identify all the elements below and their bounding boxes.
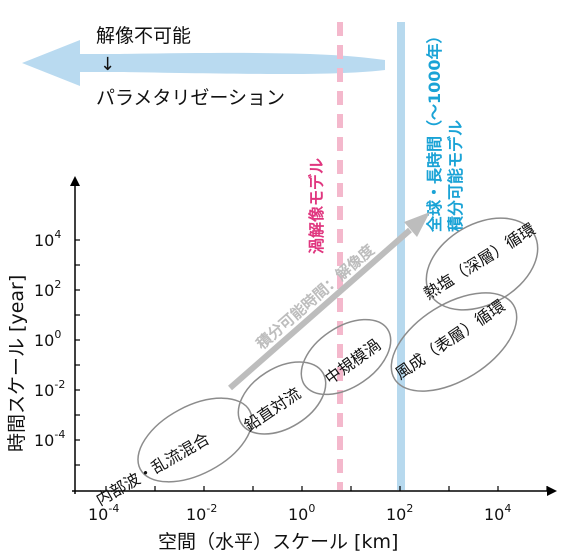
- x-tick-marks: [105, 486, 548, 491]
- x-tick-label: 10-4: [88, 502, 119, 524]
- global-model-label-1: 全球・長時間（〜1000年）: [425, 27, 444, 233]
- global-model-label-2: 積分可能モデル: [446, 120, 465, 233]
- parameterization-label: パラメタリゼーション: [96, 87, 285, 109]
- integration-time-label: 積分可能時間：解像度: [252, 240, 379, 353]
- unresolvable-label: 解像不可能: [96, 25, 191, 47]
- wind-driven-circulation-ellipse: [390, 292, 518, 392]
- x-tick-label: 104: [484, 502, 511, 524]
- y-axis-title: 時間スケール [year]: [6, 275, 28, 452]
- x-tick-labels: 10-4 10-2 100 102 104: [88, 502, 511, 524]
- y-tick-label: 10-4: [34, 428, 65, 450]
- down-arrow-icon: ↓: [100, 54, 115, 75]
- integration-time-arrowhead: [404, 212, 430, 237]
- mesoscale-eddy-ellipse: [300, 318, 392, 396]
- convection-ellipse: [237, 361, 327, 435]
- internal-wave-label: 内部波・乱流混合: [93, 429, 213, 509]
- internal-wave-ellipse: [137, 397, 253, 483]
- integration-time-arrow: [228, 227, 412, 391]
- wind-driven-circulation-label: 風成（表層）循環: [392, 296, 509, 383]
- x-axis-title: 空間（水平）スケール [km]: [158, 531, 398, 553]
- eddy-resolving-label: 渦解像モデル: [307, 158, 326, 254]
- y-tick-label: 102: [34, 278, 61, 300]
- y-tick-label: 100: [34, 328, 61, 350]
- y-tick-marks: [75, 239, 80, 466]
- x-tick-label: 100: [288, 502, 315, 524]
- y-tick-label: 10-2: [34, 378, 65, 400]
- mesoscale-eddy-label: 中規模渦: [321, 335, 384, 388]
- x-tick-label: 10-2: [186, 502, 217, 524]
- parameterization-arrow: [22, 40, 385, 86]
- y-tick-labels: 104 102 100 10-2 10-4: [34, 228, 65, 450]
- thermohaline-circulation-ellipse: [425, 217, 539, 311]
- y-tick-label: 104: [34, 228, 61, 250]
- convection-label: 鉛直対流: [241, 384, 305, 436]
- x-tick-label: 102: [386, 502, 413, 524]
